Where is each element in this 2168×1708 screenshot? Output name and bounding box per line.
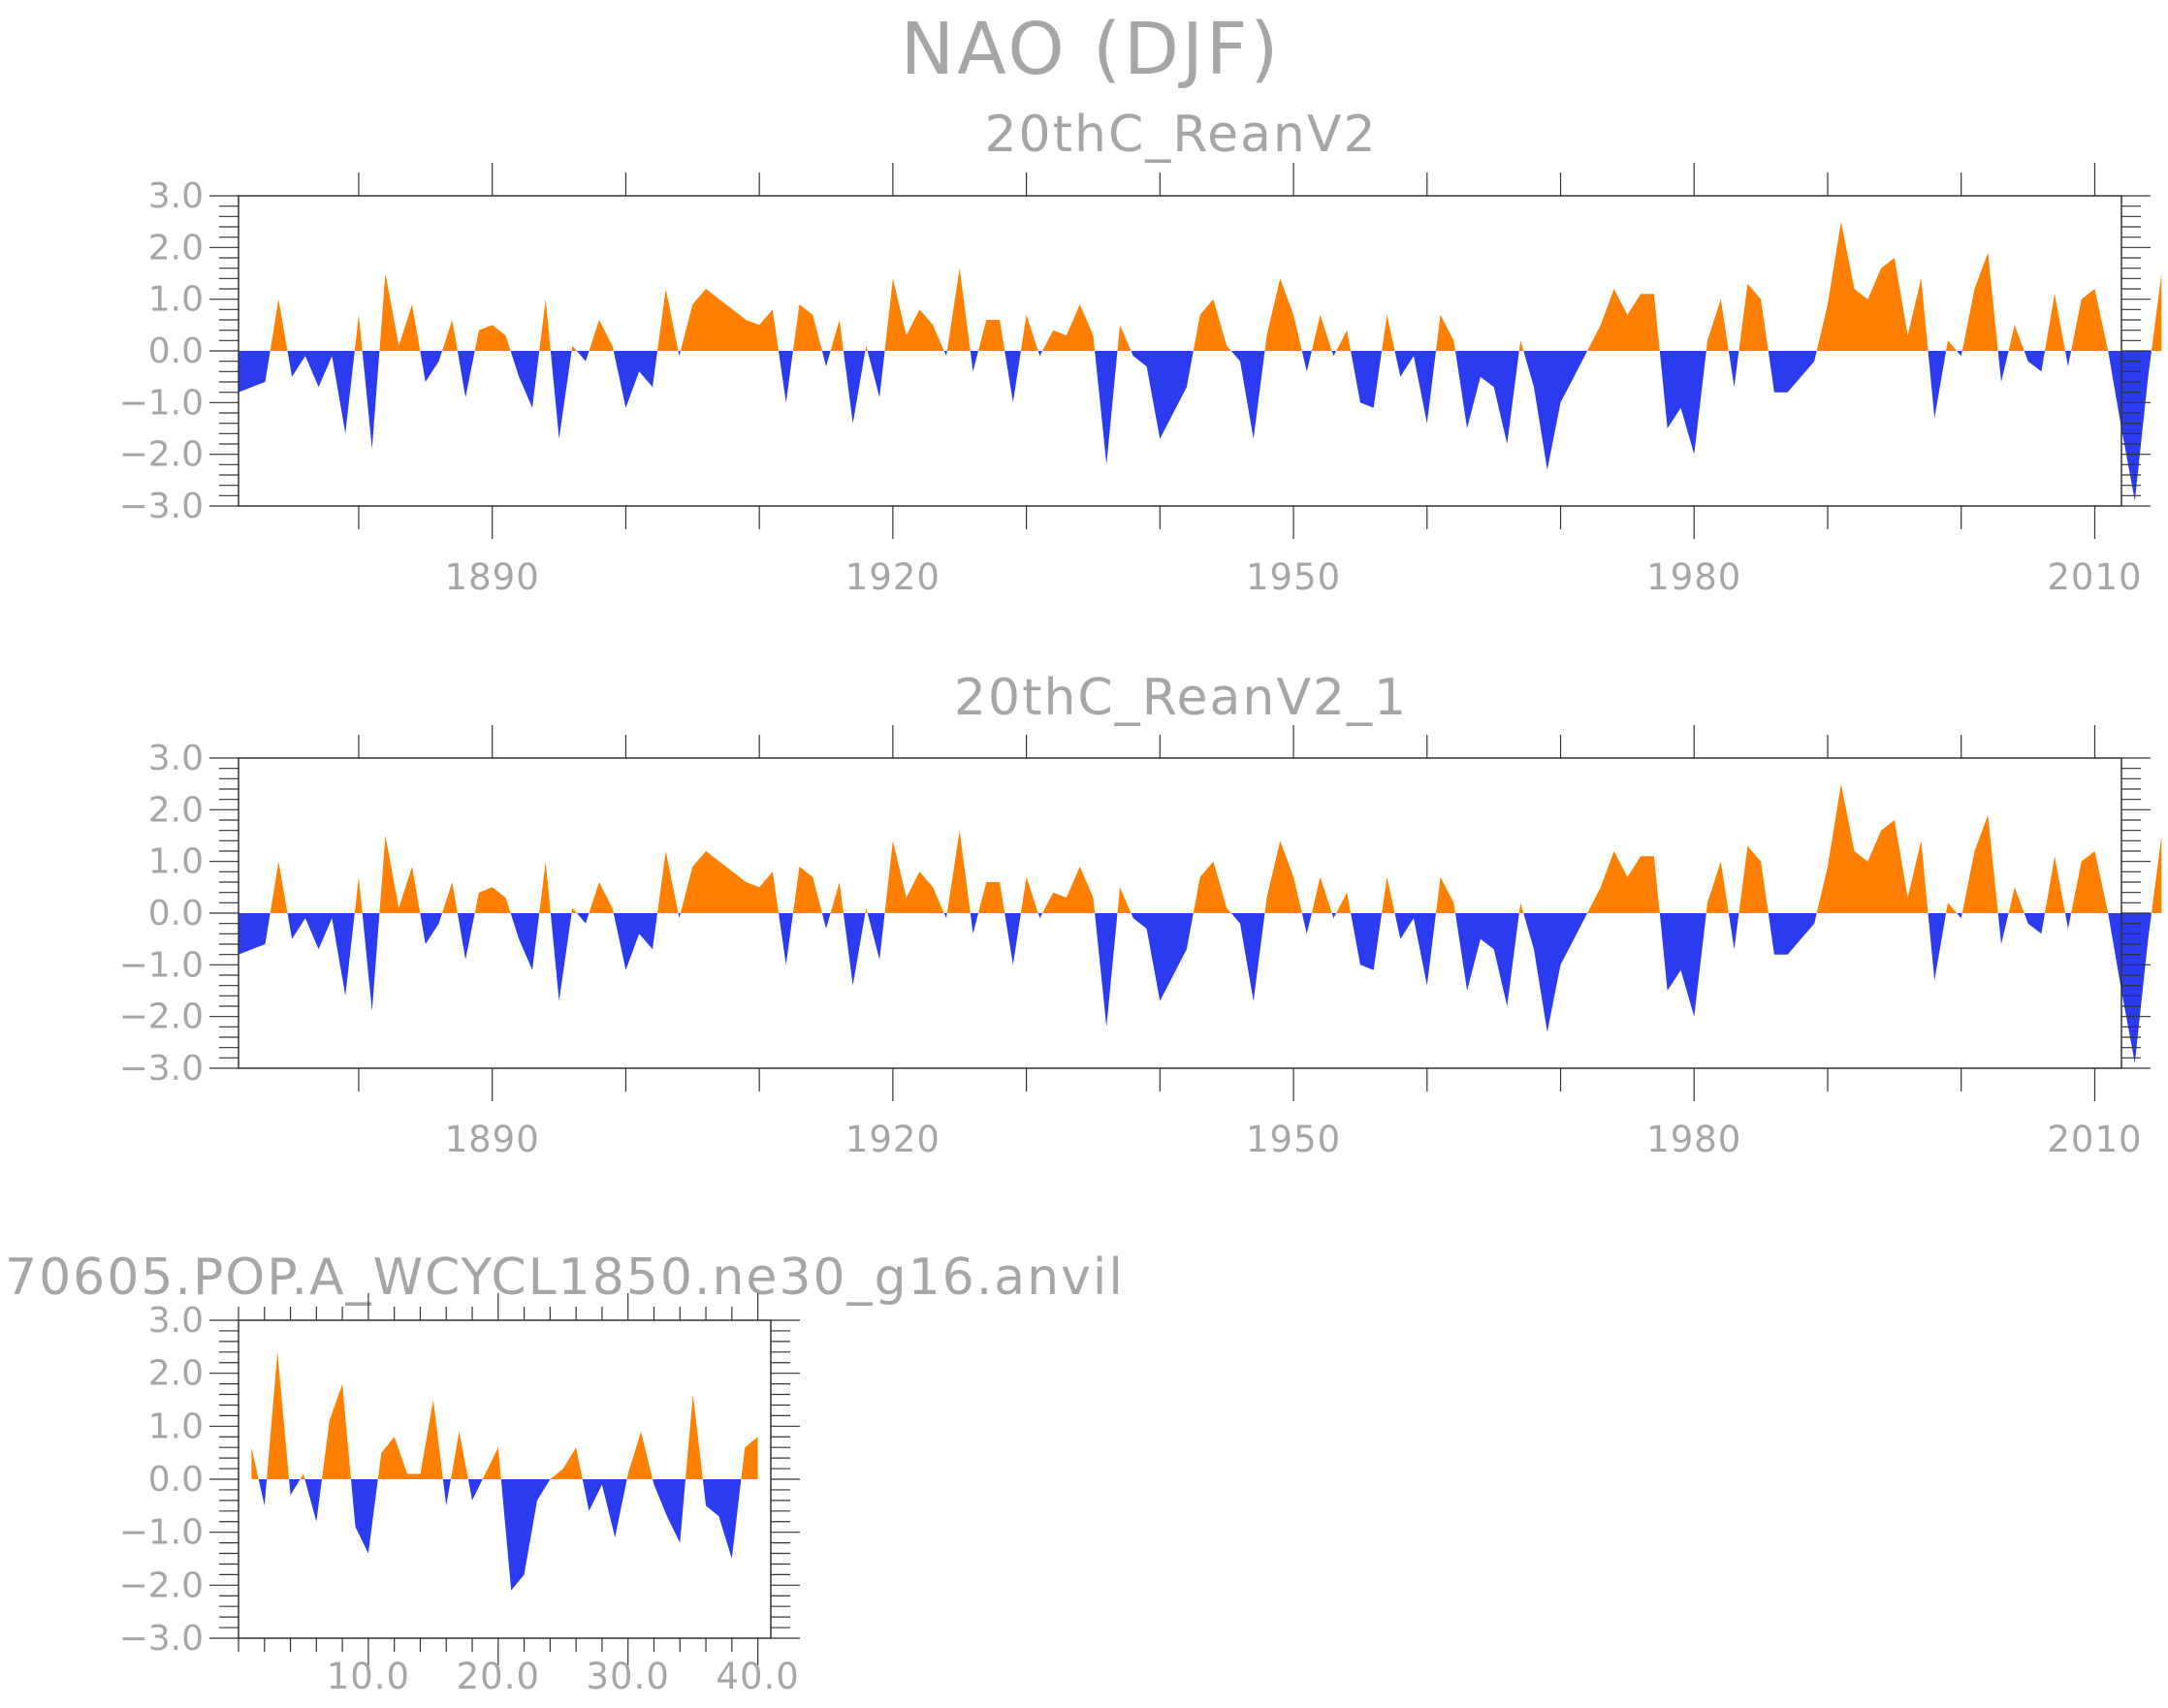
y-tick-label: 3.0: [148, 1301, 204, 1341]
panel-title: 20thC_ReanV2_1: [954, 669, 1408, 727]
plot-area: 3.0 2.0 1.0 0.0 −1.0 −2.0 −3.0 1890 1920 1950 1980…: [119, 725, 2162, 1160]
y-tick-label: 0.0: [148, 1460, 204, 1500]
panel-1: 20thC_ReanV2 3.0 2.0 1.0 0.0 −1.0 −2.0 −3.0 189…: [119, 106, 2162, 598]
positive-anomaly-area: [239, 783, 2162, 913]
panel-title: 70605.POP.A_WCYCL1850.ne30_g16.anvil: [5, 1249, 1125, 1307]
y-tick-label: −1.0: [119, 1513, 204, 1553]
positive-anomaly-area: [251, 1351, 758, 1479]
x-tick-label: 1920: [845, 1119, 941, 1160]
positive-anomaly-area: [239, 221, 2162, 351]
y-tick-label: 0.0: [148, 894, 204, 933]
plot-area: 3.0 2.0 1.0 0.0 −1.0 −2.0 −3.0 1890 1920 1950 1980…: [119, 163, 2162, 598]
negative-anomaly-area: [239, 351, 2162, 501]
panel-2: 20thC_ReanV2_1 3.0 2.0 1.0 0.0 −1.0 −2.0 −3.0 1…: [119, 669, 2162, 1160]
x-tick-label: 1920: [845, 556, 941, 598]
x-tick-label: 40.0: [716, 1656, 799, 1697]
x-tick-label: 20.0: [457, 1656, 540, 1697]
x-tick-label: 1980: [1646, 1119, 1741, 1160]
y-tick-label: 2.0: [148, 228, 204, 268]
y-tick-label: −3.0: [119, 1049, 204, 1089]
y-tick-label: 3.0: [148, 739, 204, 778]
y-tick-label: −1.0: [119, 383, 204, 423]
negative-anomaly-area: [239, 913, 2162, 1063]
negative-anomaly-area: [251, 1479, 758, 1591]
x-tick-label: 1890: [445, 1119, 540, 1160]
x-tick-label: 1980: [1646, 556, 1741, 598]
y-tick-label: 2.0: [148, 1354, 204, 1394]
figure-title: NAO (DJF): [901, 8, 1282, 91]
x-tick-label: 1950: [1246, 1119, 1341, 1160]
x-tick-label: 30.0: [587, 1656, 670, 1697]
y-tick-label: 0.0: [148, 332, 204, 371]
y-tick-label: 1.0: [148, 842, 204, 882]
y-tick-label: 3.0: [148, 176, 204, 216]
y-tick-label: −3.0: [119, 487, 204, 526]
y-tick-label: 2.0: [148, 790, 204, 830]
y-tick-label: 1.0: [148, 1407, 204, 1446]
y-tick-label: −2.0: [119, 997, 204, 1037]
x-tick-label: 2010: [2047, 1119, 2142, 1160]
y-tick-label: −1.0: [119, 945, 204, 985]
panel-3: 70605.POP.A_WCYCL1850.ne30_g16.anvil 3.0…: [5, 1249, 1125, 1697]
y-tick-label: 1.0: [148, 280, 204, 320]
x-tick-label: 10.0: [327, 1656, 410, 1697]
x-tick-label: 2010: [2047, 556, 2142, 598]
x-tick-label: 1950: [1246, 556, 1341, 598]
plot-area: 3.0 2.0 1.0 0.0 −1.0 −2.0 −3.0 10.0 20.0 30.0 40.0: [119, 1293, 800, 1697]
y-tick-label: −2.0: [119, 1566, 204, 1605]
y-tick-label: −2.0: [119, 435, 204, 475]
x-tick-label: 1890: [445, 556, 540, 598]
y-tick-label: −3.0: [119, 1619, 204, 1659]
panel-title: 20thC_ReanV2: [984, 106, 1377, 164]
